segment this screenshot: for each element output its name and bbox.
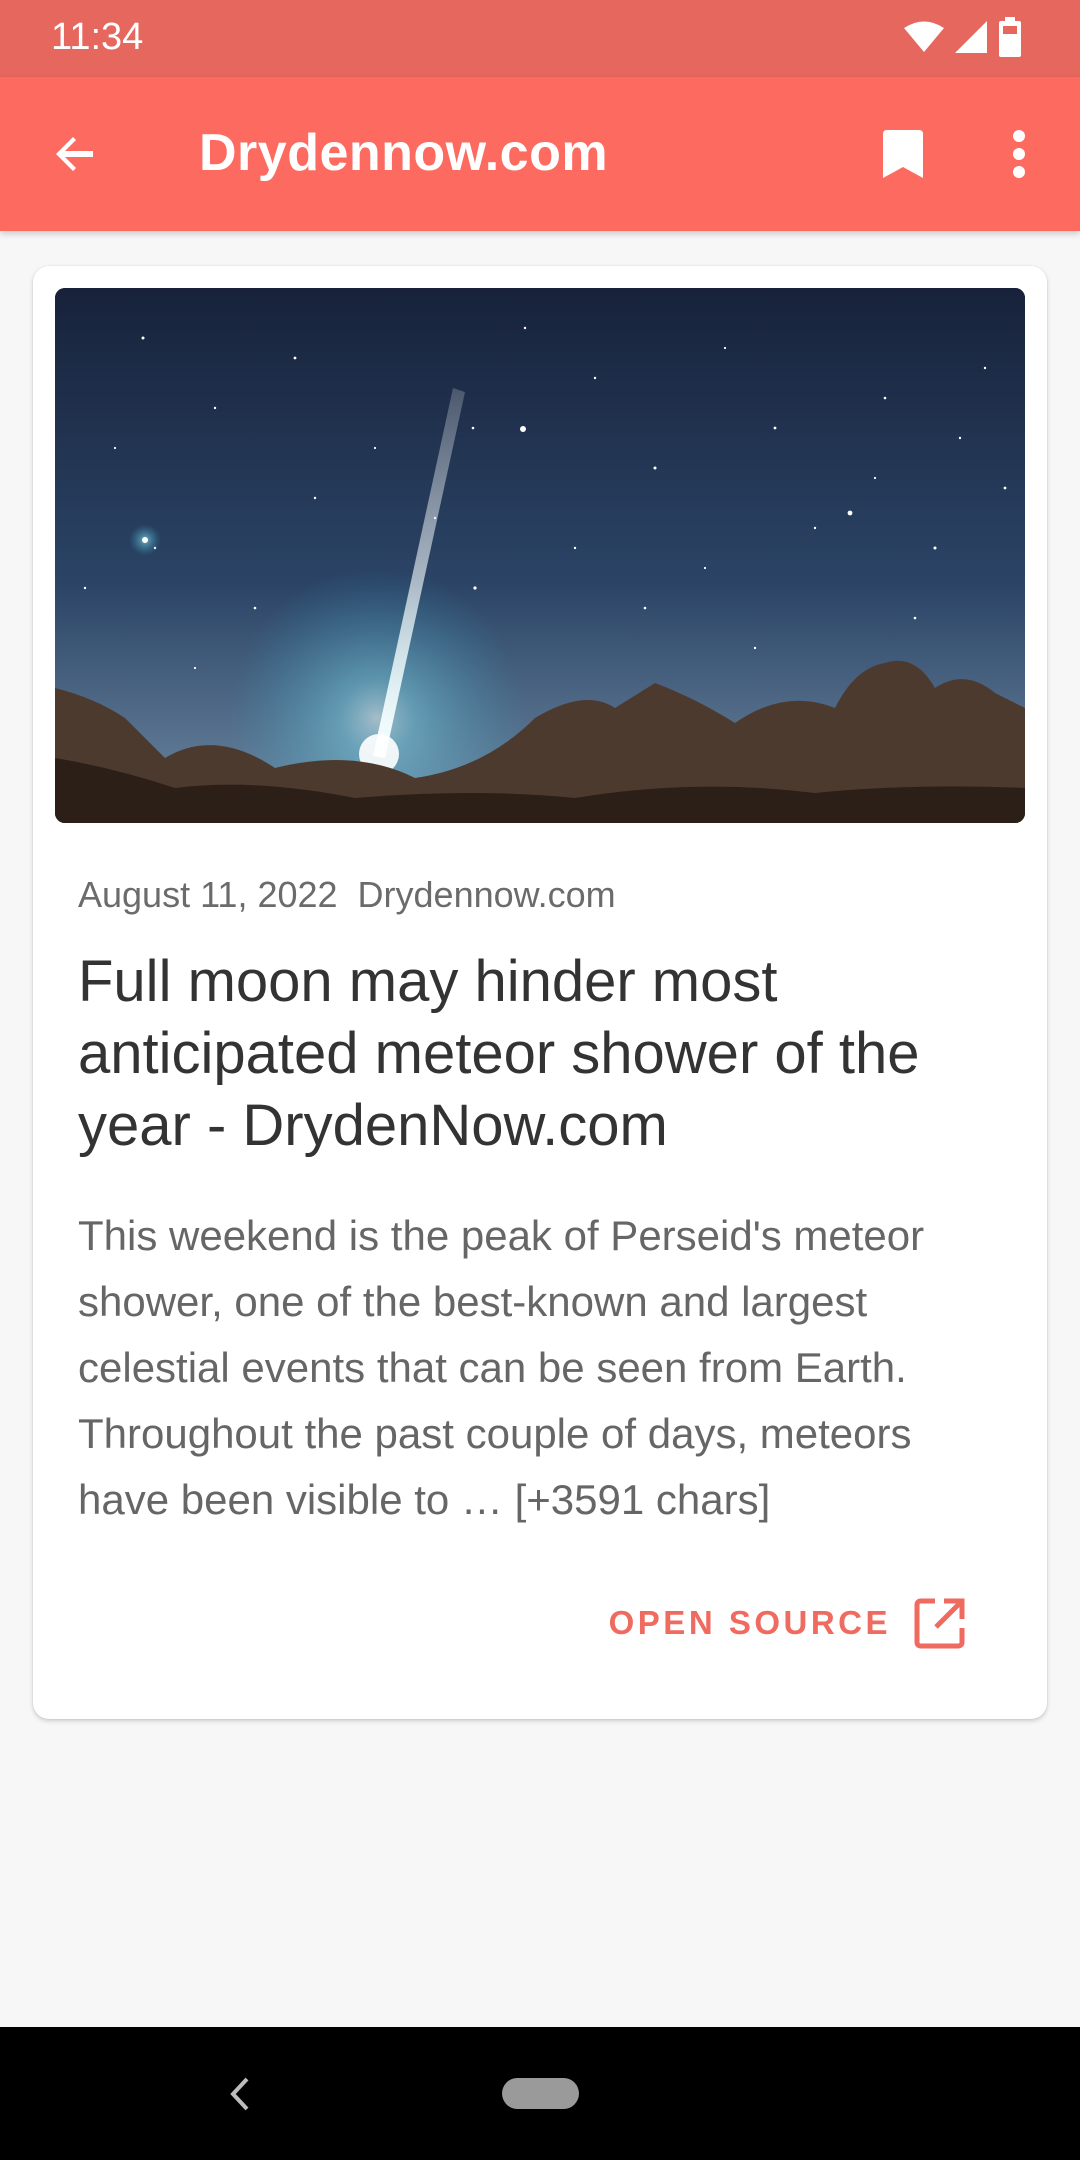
nav-back-button[interactable]	[220, 2069, 260, 2119]
system-nav-bar	[0, 2027, 1080, 2160]
bookmark-button[interactable]	[866, 117, 940, 191]
back-button[interactable]	[38, 117, 112, 191]
article-image[interactable]	[55, 288, 1025, 823]
toolbar-title: Drydennow.com	[199, 124, 609, 182]
nav-home-pill[interactable]	[502, 2078, 579, 2109]
cell-signal-icon	[954, 20, 988, 59]
article-summary: This weekend is the peak of Perseid's me…	[78, 1212, 925, 1523]
article-source: Drydennow.com	[357, 874, 616, 915]
arrow-left-icon	[56, 137, 93, 171]
article-date: August 11, 2022	[78, 874, 338, 915]
article-headline: Full moon may hinder most anticipated me…	[78, 949, 920, 1158]
open-source-label: OPEN SOURCE	[608, 1604, 891, 1641]
more-vert-icon	[1013, 130, 1025, 178]
open-source-button[interactable]: OPEN SOURCE	[609, 1596, 967, 1650]
article-meta: August 11, 2022 Drydennow.com	[78, 874, 616, 916]
app-toolbar: Drydennow.com	[0, 77, 1080, 231]
article-card: August 11, 2022 Drydennow.com Full moon m…	[33, 266, 1047, 1719]
nav-back-icon	[230, 2077, 249, 2111]
status-time: 11:34	[51, 16, 144, 58]
bookmark-icon	[883, 130, 923, 178]
status-bar: 11:34	[0, 0, 1080, 77]
wifi-icon	[904, 21, 944, 58]
battery-icon	[998, 16, 1022, 62]
more-options-button[interactable]	[982, 117, 1056, 191]
open-in-new-icon	[914, 1598, 965, 1649]
status-icons	[904, 16, 1022, 62]
